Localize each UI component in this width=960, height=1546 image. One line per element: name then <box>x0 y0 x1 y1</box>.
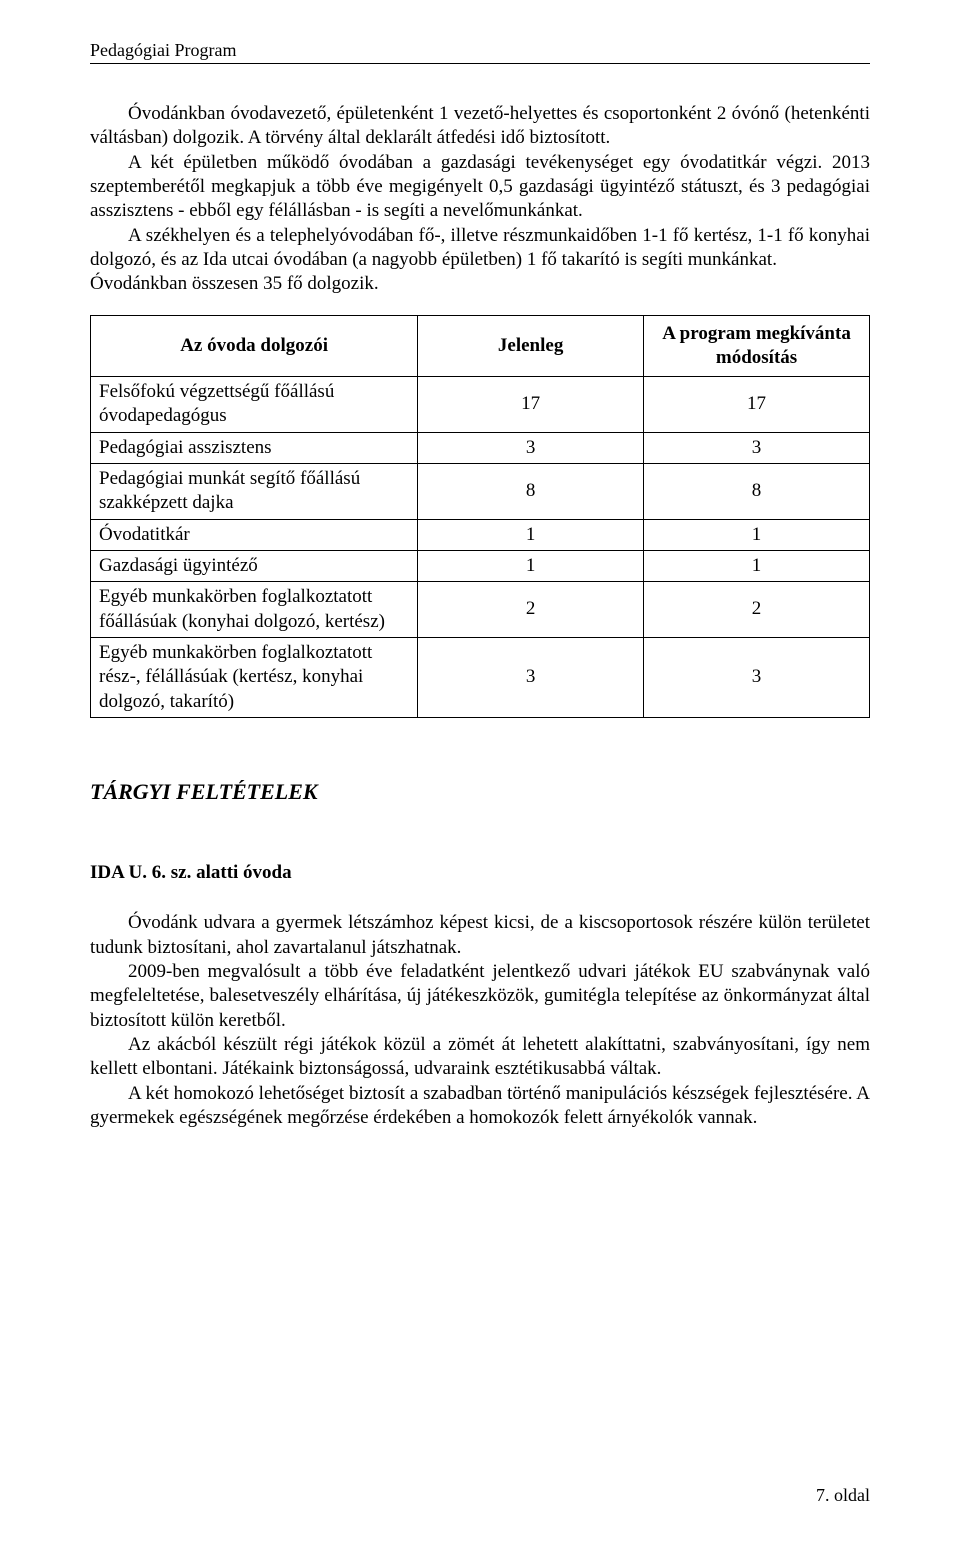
table-row: Pedagógiai asszisztens 3 3 <box>91 432 870 463</box>
paragraph-7: A két homokozó lehetőséget biztosít a sz… <box>90 1082 870 1131</box>
table-row: Gazdasági ügyintéző 1 1 <box>91 551 870 582</box>
staff-table: Az óvoda dolgozói Jelenleg A program meg… <box>90 315 870 718</box>
row-required: 17 <box>644 377 870 433</box>
row-required: 8 <box>644 464 870 520</box>
row-current: 1 <box>418 551 644 582</box>
page-header: Pedagógiai Program <box>90 40 870 64</box>
table-row: Egyéb munkakörben foglalkoztatott főállá… <box>91 582 870 638</box>
row-current: 1 <box>418 519 644 550</box>
row-required: 3 <box>644 637 870 717</box>
table-row: Óvodatitkár 1 1 <box>91 519 870 550</box>
paragraph-6: Az akácból készült régi játékok közül a … <box>90 1033 870 1082</box>
col-header-staff: Az óvoda dolgozói <box>91 315 418 377</box>
row-required: 1 <box>644 551 870 582</box>
paragraph-2: A két épületben működő óvodában a gazdas… <box>90 151 870 224</box>
col-header-current: Jelenleg <box>418 315 644 377</box>
body-text: Óvodánkban óvodavezető, épületenként 1 v… <box>90 102 870 1130</box>
row-required: 2 <box>644 582 870 638</box>
page-footer: 7. oldal <box>816 1485 870 1506</box>
table-row: Felsőfokú végzettségű főállású óvodapeda… <box>91 377 870 433</box>
row-label: Óvodatitkár <box>91 519 418 550</box>
paragraph-3: A székhelyen és a telephelyóvodában fő-,… <box>90 224 870 273</box>
table-row: Egyéb munkakörben foglalkoztatott rész-,… <box>91 637 870 717</box>
paragraph-4: Óvodánk udvara a gyermek létszámhoz képe… <box>90 911 870 960</box>
table-header-row: Az óvoda dolgozói Jelenleg A program meg… <box>91 315 870 377</box>
row-label: Egyéb munkakörben foglalkoztatott rész-,… <box>91 637 418 717</box>
row-required: 1 <box>644 519 870 550</box>
row-label: Egyéb munkakörben foglalkoztatott főállá… <box>91 582 418 638</box>
row-required: 3 <box>644 432 870 463</box>
row-label: Gazdasági ügyintéző <box>91 551 418 582</box>
row-current: 3 <box>418 432 644 463</box>
row-label: Pedagógiai munkát segítő főállású szakké… <box>91 464 418 520</box>
summary-line: Óvodánkban összesen 35 fő dolgozik. <box>90 272 870 296</box>
sub-heading-ida: IDA U. 6. sz. alatti óvoda <box>90 861 870 885</box>
col-header-required: A program megkívánta módosítás <box>644 315 870 377</box>
row-label: Pedagógiai asszisztens <box>91 432 418 463</box>
paragraph-5: 2009-ben megvalósult a több éve feladatk… <box>90 960 870 1033</box>
row-label: Felsőfokú végzettségű főállású óvodapeda… <box>91 377 418 433</box>
table-row: Pedagógiai munkát segítő főállású szakké… <box>91 464 870 520</box>
row-current: 17 <box>418 377 644 433</box>
paragraph-1: Óvodánkban óvodavezető, épületenként 1 v… <box>90 102 870 151</box>
row-current: 3 <box>418 637 644 717</box>
row-current: 2 <box>418 582 644 638</box>
row-current: 8 <box>418 464 644 520</box>
section-heading-conditions: TÁRGYI FELTÉTELEK <box>90 778 870 806</box>
document-page: Pedagógiai Program Óvodánkban óvodavezet… <box>0 0 960 1546</box>
